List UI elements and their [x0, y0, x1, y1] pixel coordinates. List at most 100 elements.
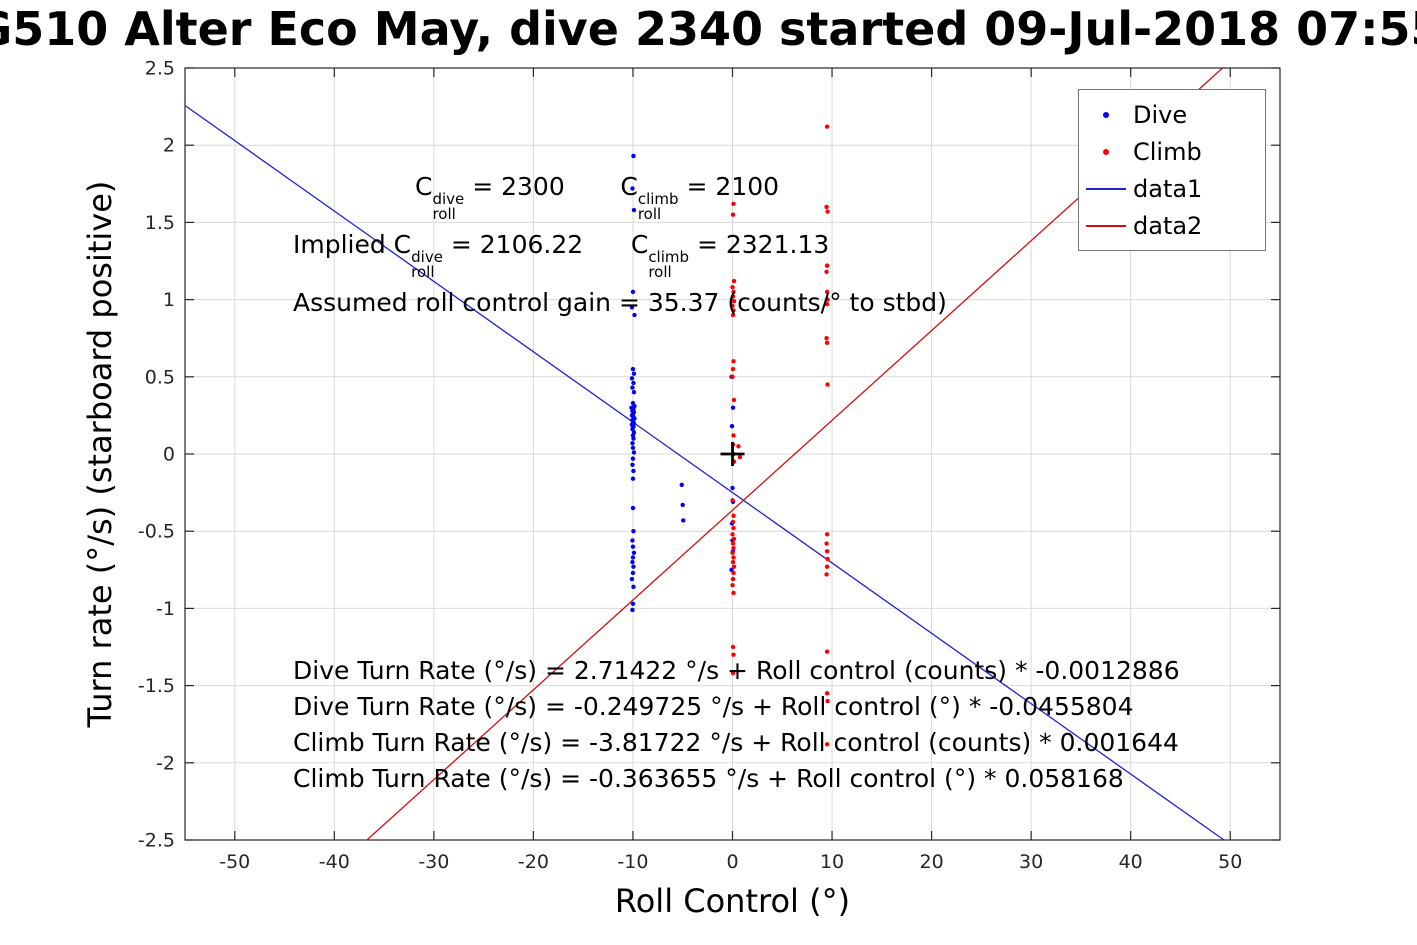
annotation-text: = 2321.13 — [689, 230, 830, 259]
scatter-point-climb — [824, 742, 830, 747]
scatter-point-climb — [824, 541, 829, 546]
x-tick-label: 0 — [726, 851, 738, 873]
fit-line-data1 — [184, 104, 1225, 841]
dive-dot-icon — [1079, 111, 1133, 118]
scatter-point-climb — [824, 263, 830, 268]
scatter-point-climb — [824, 204, 829, 210]
x-tick-label: -50 — [219, 851, 250, 873]
scatter-point-climb — [824, 572, 829, 577]
y-tick-label: -2.5 — [138, 830, 175, 852]
superscript: climb — [637, 190, 679, 208]
scatter-point-climb — [824, 269, 829, 275]
scatter-point-climb — [825, 556, 830, 562]
x-tick-label: 50 — [1218, 851, 1242, 873]
scatter-point-climb — [824, 649, 830, 654]
sup-sub-script: climb roll — [648, 250, 689, 280]
data1-line-icon — [1079, 187, 1133, 190]
x-tick-label: -30 — [418, 851, 449, 873]
legend-label: Climb — [1133, 137, 1202, 166]
annotation-text: Assumed roll control gain = 35.37 (count… — [293, 288, 947, 317]
annotation-line: Climb Turn Rate (°/s) = -3.81722 °/s + R… — [293, 728, 1179, 757]
scatter-point-climb — [730, 312, 736, 318]
scatter-point-climb — [731, 298, 737, 304]
scatter-point-climb — [824, 289, 830, 295]
scatter-point-climb — [730, 498, 735, 503]
annotation-text: C — [620, 172, 638, 201]
scatter-point-climb — [730, 559, 736, 565]
scatter-point-dive — [631, 207, 637, 213]
scatter-point-climb — [825, 297, 830, 302]
scatter-point-dive — [632, 312, 637, 318]
scatter-point-climb — [736, 444, 741, 449]
sup-sub-script: dive roll — [432, 192, 464, 222]
scatter-point-climb — [824, 302, 830, 307]
scatter-point-dive — [630, 366, 636, 372]
scatter-point-dive — [631, 584, 636, 589]
scatter-point-climb — [731, 289, 736, 295]
legend-marker-shape — [1086, 187, 1126, 190]
y-tick-label: -0.5 — [138, 521, 175, 543]
annotation-text: = 2106.22 — [442, 230, 631, 259]
y-tick-label: 2.5 — [145, 58, 175, 80]
annotation-text: = 2100 — [678, 172, 780, 201]
scatter-point-dive — [630, 186, 635, 191]
superscript: dive — [432, 190, 465, 208]
scatter-point-dive — [631, 390, 637, 395]
scatter-point-dive — [679, 482, 684, 488]
x-tick-label: -20 — [518, 851, 549, 873]
x-axis-label: Roll Control (°) — [614, 882, 851, 920]
scatter-point-dive — [681, 518, 686, 523]
scatter-point-climb — [731, 278, 737, 284]
scatter-point-dive — [631, 371, 637, 376]
scatter-point-dive — [629, 376, 635, 381]
scatter-point-dive — [630, 476, 636, 481]
scatter-point-dive — [630, 607, 635, 613]
scatter-point-climb — [730, 541, 736, 546]
legend-label: data1 — [1133, 174, 1203, 203]
subscript: roll — [432, 205, 456, 223]
scatter-point-climb — [824, 691, 830, 696]
scatter-point-dive — [630, 385, 635, 390]
scatter-point-dive — [631, 564, 636, 569]
scatter-point-climb — [731, 397, 737, 403]
scatter-point-climb — [731, 433, 736, 438]
scatter-point-climb — [731, 513, 736, 518]
scatter-point-dive — [730, 405, 736, 410]
scatter-point-dive — [630, 462, 635, 468]
scatter-point-climb — [730, 550, 735, 556]
scatter-point-dive — [629, 576, 635, 582]
y-tick-label: -1 — [156, 598, 175, 620]
legend-item-dive: Dive — [1079, 96, 1265, 133]
x-tick-label: 20 — [919, 851, 943, 873]
sup-sub-script: dive roll — [411, 250, 443, 280]
scatter-point-climb — [731, 652, 736, 657]
figure-title: G510 Alter Eco May, dive 2340 started 09… — [0, 2, 1417, 56]
legend-label: data2 — [1133, 211, 1203, 240]
scatter-point-dive — [631, 380, 636, 386]
y-axis-label: Turn rate (°/s) (starboard positive) — [81, 180, 119, 728]
scatter-point-climb — [730, 212, 736, 217]
scatter-point-climb — [824, 564, 830, 569]
scatter-point-dive — [630, 570, 636, 576]
y-tick-label: 2 — [163, 135, 175, 157]
subscript: roll — [648, 263, 672, 281]
scatter-point-dive — [630, 440, 635, 446]
annotation-line: Assumed roll control gain = 35.37 (count… — [293, 288, 947, 317]
scatter-point-dive — [631, 550, 637, 556]
annotation-text: = 2300 — [464, 172, 621, 201]
annotation-text: Implied C — [293, 230, 412, 259]
scatter-point-dive — [630, 445, 636, 451]
scatter-point-climb — [730, 303, 735, 308]
y-tick-label: 1 — [163, 289, 175, 311]
scatter-point-dive — [630, 538, 635, 543]
scatter-point-dive — [630, 505, 636, 511]
scatter-point-climb — [731, 359, 736, 364]
subscript: roll — [411, 263, 435, 281]
scatter-point-climb — [824, 124, 830, 129]
scatter-point-dive — [631, 450, 637, 455]
subscript: roll — [637, 205, 662, 223]
scatter-point-climb — [730, 583, 735, 588]
scatter-point-climb — [731, 536, 737, 542]
scatter-point-climb — [825, 382, 830, 387]
